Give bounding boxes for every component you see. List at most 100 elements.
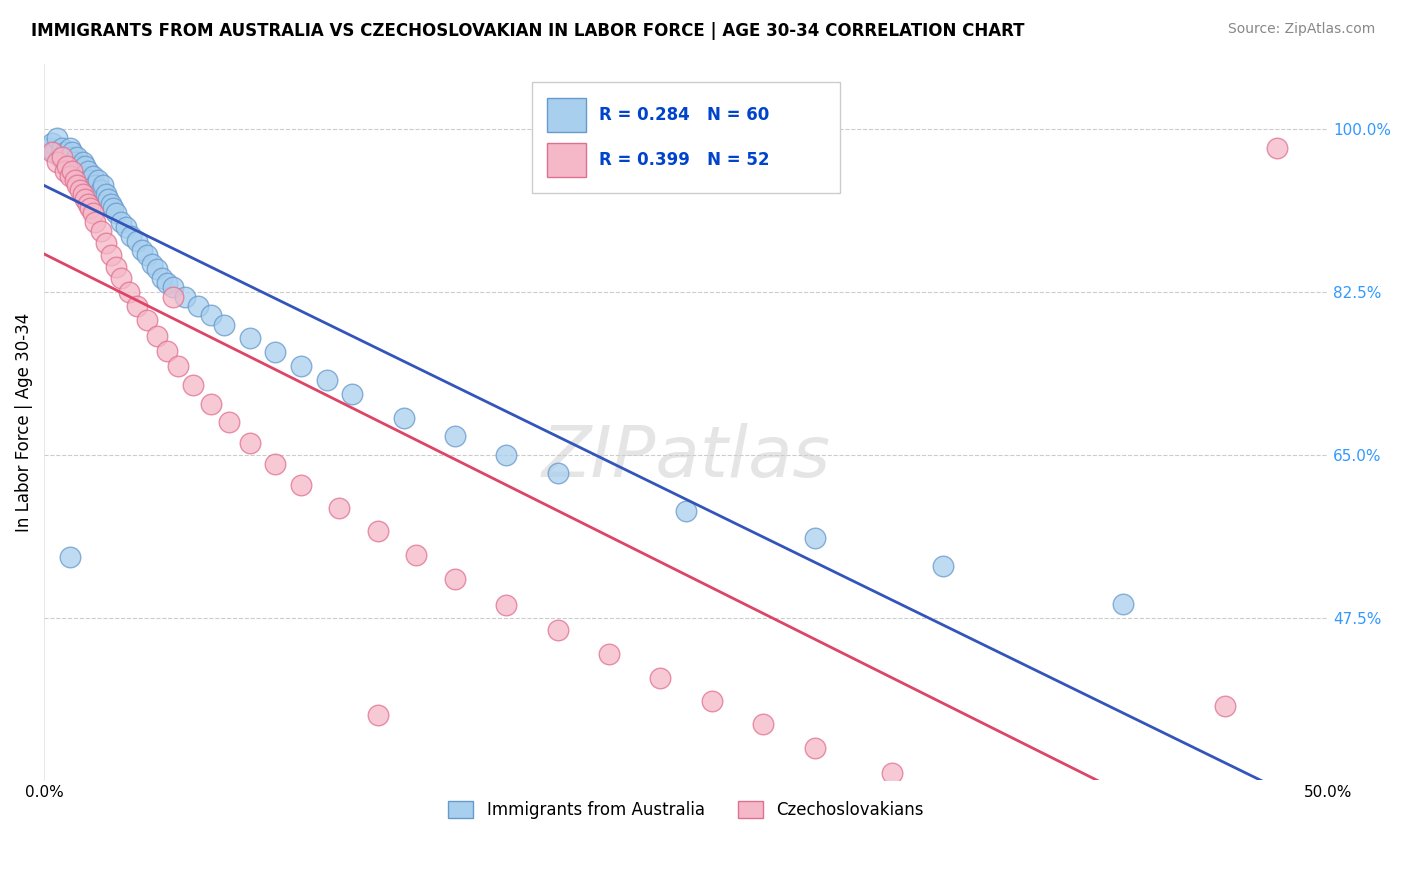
Point (44, 145, 66, 160)
Point (146, 261, 169, 276)
Point (166, 359, 188, 374)
Point (76, 164, 98, 178)
Point (156, 276, 179, 290)
Point (41, 145, 63, 160)
Point (59, 550, 82, 565)
Point (218, 415, 240, 429)
Point (650, 671, 672, 685)
Point (290, 477, 312, 491)
Point (367, 708, 389, 723)
Point (342, 387, 364, 401)
Point (115, 219, 138, 234)
Point (91, 178, 114, 192)
Point (328, 500, 350, 515)
Point (392, 410, 415, 425)
Point (120, 229, 142, 244)
Legend: Immigrants from Australia, Czechoslovakians: Immigrants from Australia, Czechoslovaki… (441, 794, 931, 826)
Point (84, 215, 107, 229)
Point (53, 164, 76, 178)
Point (82, 206, 104, 220)
Point (174, 290, 197, 304)
Point (69, 160, 91, 174)
Point (60, 164, 83, 178)
Point (264, 345, 287, 359)
Point (110, 215, 132, 229)
Text: R = 0.399   N = 52: R = 0.399 N = 52 (599, 151, 769, 169)
Text: ZIPatlas: ZIPatlas (541, 424, 831, 492)
Point (82, 169, 104, 183)
Point (125, 299, 148, 313)
Point (59, 160, 82, 174)
Point (90, 225, 112, 239)
Point (181, 378, 204, 392)
Point (97, 192, 120, 206)
Point (84, 178, 107, 192)
Point (547, 467, 569, 481)
Point (212, 318, 235, 332)
Point (46, 154, 69, 169)
Point (72, 187, 94, 202)
Point (53, 145, 76, 160)
Text: Source: ZipAtlas.com: Source: ZipAtlas.com (1227, 22, 1375, 37)
Point (200, 308, 222, 322)
Point (598, 647, 620, 661)
Point (69, 183, 91, 197)
Point (238, 435, 260, 450)
Point (675, 503, 697, 517)
Point (75, 160, 97, 174)
Point (1163, 838, 1185, 853)
Point (880, 765, 903, 780)
Point (150, 271, 173, 285)
Point (700, 694, 723, 708)
Point (66, 178, 89, 192)
Point (187, 299, 209, 313)
Point (238, 331, 260, 345)
Point (76, 196, 98, 211)
Point (315, 373, 337, 387)
Point (162, 280, 184, 294)
Point (56, 154, 79, 169)
Point (59, 141, 82, 155)
Point (75, 192, 97, 206)
Point (290, 359, 312, 374)
Point (63, 154, 86, 169)
Point (932, 559, 955, 574)
Point (264, 457, 287, 471)
Point (59, 169, 82, 183)
FancyBboxPatch shape (547, 98, 586, 132)
Point (1060, 814, 1083, 829)
Point (59, 150, 82, 164)
Point (1112, 597, 1135, 611)
Text: R = 0.284   N = 60: R = 0.284 N = 60 (599, 106, 769, 124)
Point (51, 141, 73, 155)
Point (135, 313, 157, 327)
Point (48, 150, 70, 164)
Text: IMMIGRANTS FROM AUSTRALIA VS CZECHOSLOVAKIAN IN LABOR FORCE | AGE 30-34 CORRELAT: IMMIGRANTS FROM AUSTRALIA VS CZECHOSLOVA… (31, 22, 1025, 40)
Point (51, 150, 73, 164)
Point (103, 201, 125, 215)
Point (1265, 141, 1288, 155)
Point (56, 160, 79, 174)
Point (803, 532, 825, 546)
Point (444, 573, 467, 587)
Point (66, 150, 89, 164)
Point (100, 248, 122, 262)
Point (105, 260, 128, 274)
Point (444, 429, 467, 443)
Point (135, 248, 157, 262)
Point (63, 173, 86, 187)
Point (495, 599, 517, 613)
Point (405, 548, 427, 562)
Point (100, 196, 122, 211)
Point (38, 141, 60, 155)
Point (1215, 698, 1237, 713)
Point (63, 164, 86, 178)
Point (94, 187, 117, 202)
Point (118, 285, 141, 299)
Y-axis label: In Labor Force | Age 30-34: In Labor Force | Age 30-34 (15, 312, 32, 532)
Point (957, 790, 980, 805)
Point (547, 623, 569, 637)
Point (125, 234, 148, 248)
Point (110, 271, 132, 285)
Point (105, 206, 128, 220)
